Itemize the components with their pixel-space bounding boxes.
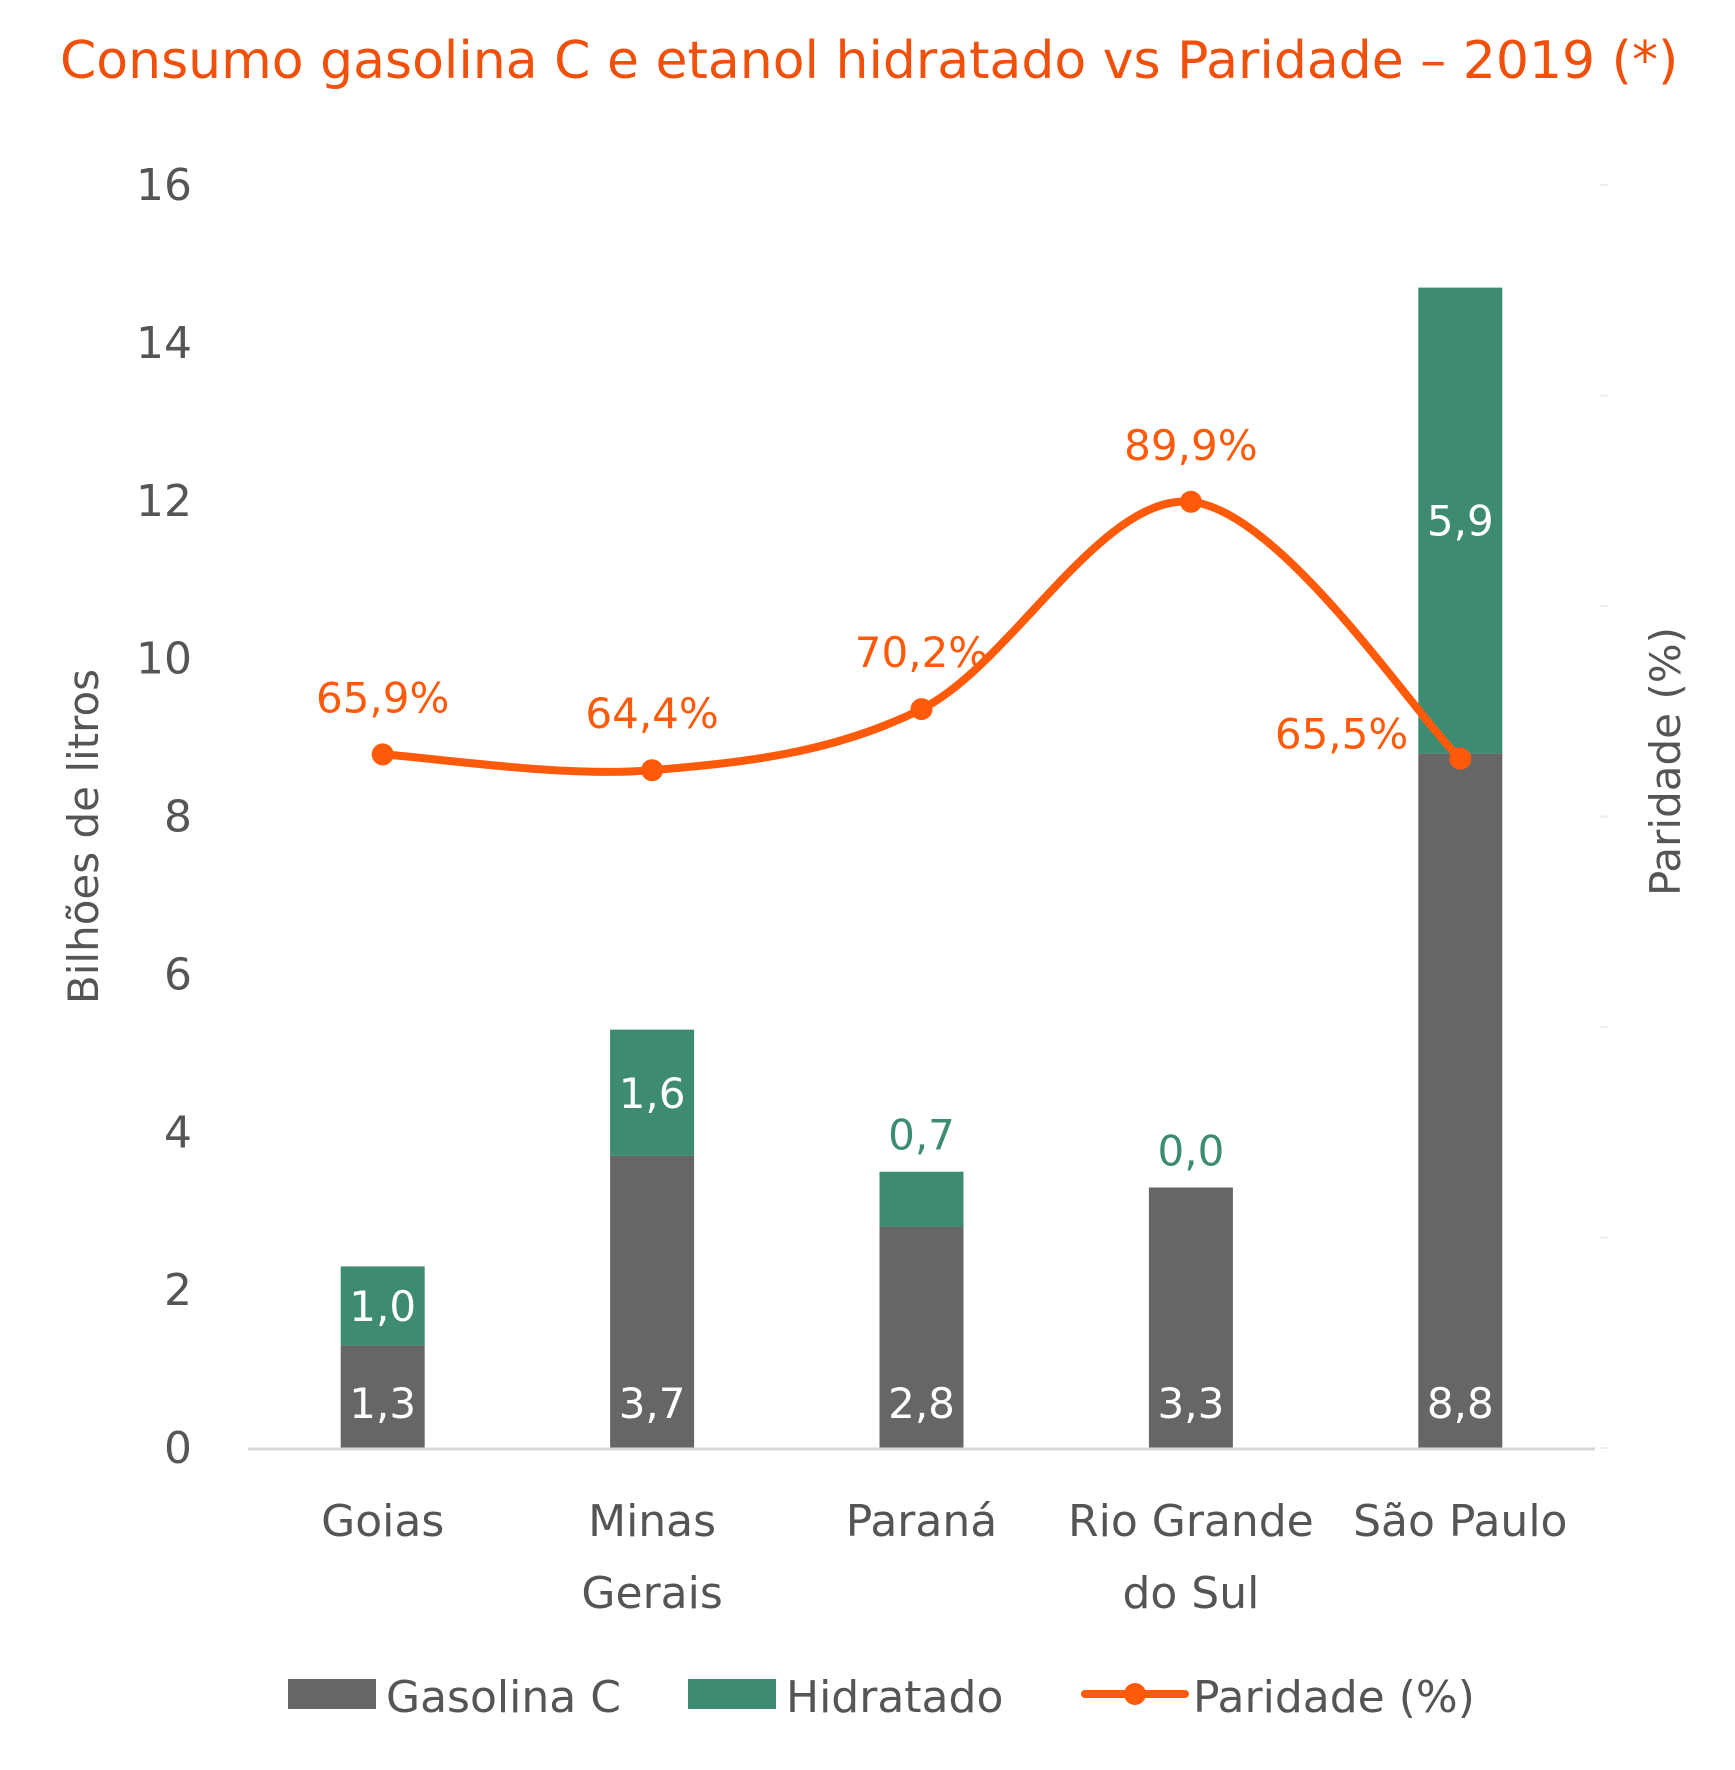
bar-hidratado-2 xyxy=(879,1171,964,1227)
bar-label-gasolina-0: 1,3 xyxy=(349,1379,416,1428)
paridade-labels: 65,9% 64,4% 70,2% 89,9% 65,5% xyxy=(316,421,1408,759)
bar-gasolina-0 xyxy=(340,1345,425,1448)
bar-hidratado-4 xyxy=(1418,287,1503,754)
y-tick-label: 6 xyxy=(164,949,192,1000)
y-tick-label: 14 xyxy=(136,318,192,369)
bar-gasolina-3 xyxy=(1148,1187,1233,1448)
paridade-line xyxy=(371,490,1472,782)
legend: Gasolina C Hidratado Paridade (%) xyxy=(288,1672,1475,1723)
y-tick-label: 12 xyxy=(136,476,192,527)
y-tick-label: 16 xyxy=(136,160,192,211)
y-tick-label: 8 xyxy=(164,792,192,843)
paridade-line-path xyxy=(378,497,1465,776)
bar-label-hidratado-4: 5,9 xyxy=(1427,496,1494,545)
legend-hidratado-swatch xyxy=(688,1679,776,1709)
bar-label-hidratado-1: 1,6 xyxy=(619,1069,686,1118)
y-tick-label: 0 xyxy=(164,1423,192,1474)
bar-series xyxy=(340,287,1503,1448)
paridade-point-2 xyxy=(910,698,933,721)
bar-hidratado-0 xyxy=(340,1266,425,1346)
bar-label-gasolina-2: 2,8 xyxy=(888,1379,955,1428)
y-tick-label: 4 xyxy=(164,1107,192,1158)
bar-gasolina-1 xyxy=(610,1155,695,1448)
y2-axis-label: Paridade (%) xyxy=(1641,627,1690,896)
bar-gasolina-4 xyxy=(1418,753,1503,1448)
y-axis-ticks: 0 2 4 6 8 10 12 14 16 xyxy=(136,160,192,1474)
y-tick-label: 2 xyxy=(164,1265,192,1316)
paridade-point-1 xyxy=(641,759,664,782)
paridade-point-4 xyxy=(1449,747,1472,770)
paridade-label-1: 64,4% xyxy=(585,689,718,738)
legend-hidratado-label: Hidratado xyxy=(786,1672,1003,1723)
x-tick-label: Rio Grande do Sul xyxy=(1068,1496,1314,1619)
y2-axis xyxy=(1600,184,1608,1449)
bar-gasolina-2 xyxy=(879,1226,964,1448)
paridade-point-0 xyxy=(371,743,394,766)
bar-label-hidratado-3: 0,0 xyxy=(1158,1127,1225,1176)
legend-paridade-label: Paridade (%) xyxy=(1193,1672,1475,1723)
paridade-label-0: 65,9% xyxy=(316,673,449,722)
x-axis-labels: Goias Minas Gerais Paraná Rio Grande do Sul Sã… xyxy=(321,1496,1567,1619)
chart-title: Consumo gasolina C e etanol hidratado vs… xyxy=(60,31,1678,91)
x-tick-label: Goias xyxy=(321,1496,444,1547)
paridade-point-3 xyxy=(1179,490,1202,513)
paridade-label-4: 65,5% xyxy=(1275,710,1408,759)
legend-gasolina-label: Gasolina C xyxy=(386,1672,621,1723)
legend-paridade-swatch-marker xyxy=(1124,1683,1146,1705)
legend-gasolina-swatch xyxy=(288,1679,376,1709)
bar-label-gasolina-3: 3,3 xyxy=(1158,1379,1225,1428)
bar-label-gasolina-4: 8,8 xyxy=(1427,1379,1494,1428)
x-tick-label: Minas Gerais xyxy=(581,1496,722,1619)
x-tick-label: São Paulo xyxy=(1353,1496,1567,1547)
bar-hidratado-1 xyxy=(610,1029,695,1156)
y-axis-label: Bilhões de litros xyxy=(59,669,108,1004)
bar-label-gasolina-1: 3,7 xyxy=(619,1379,686,1428)
bar-label-hidratado-0: 1,0 xyxy=(349,1282,416,1331)
y-tick-label: 10 xyxy=(136,634,192,685)
x-tick-label: Paraná xyxy=(846,1496,997,1547)
paridade-label-3: 89,9% xyxy=(1124,421,1257,470)
paridade-label-2: 70,2% xyxy=(855,628,988,677)
bar-labels: 1,3 1,0 3,7 1,6 2,8 0,7 3,3 0,0 8,8 5,9 xyxy=(349,496,1493,1428)
bar-label-hidratado-2: 0,7 xyxy=(888,1111,955,1160)
